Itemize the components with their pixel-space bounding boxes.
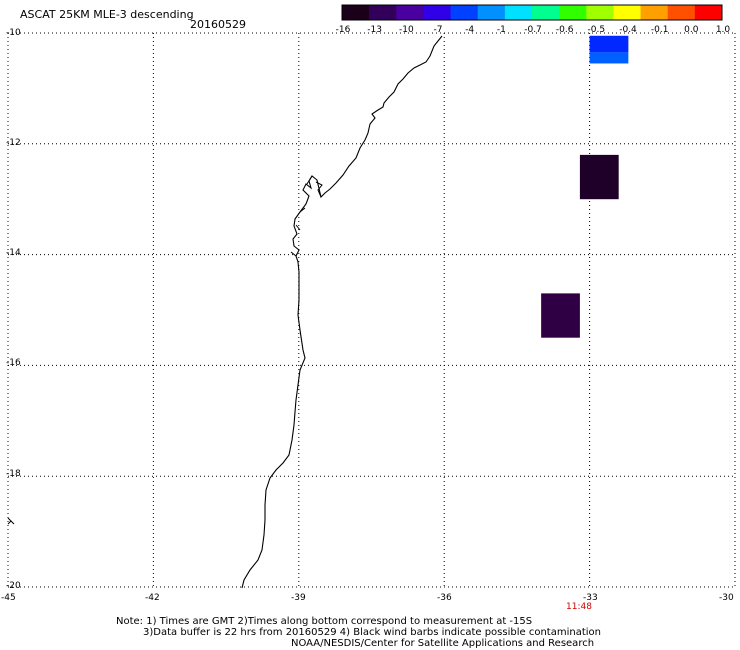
colorbar-segment — [613, 5, 642, 20]
colorbar — [341, 4, 723, 21]
lat-lon-grid — [7, 32, 736, 588]
colorbar-label: 1.0 — [715, 25, 731, 35]
time-label: 11:48 — [566, 602, 592, 612]
colorbar-segment — [532, 5, 560, 20]
colorbar-segment — [396, 5, 424, 20]
colorbar-label: -0.4 — [619, 25, 637, 35]
colorbar-label: -13 — [367, 25, 382, 35]
colorbar-label: -0.1 — [650, 25, 669, 35]
colorbar-segment — [640, 5, 669, 20]
data-cell — [541, 293, 580, 338]
data-cell — [579, 154, 619, 200]
lon-tick-label: -36 — [437, 593, 452, 603]
colorbar-label: -0.6 — [555, 25, 574, 35]
lat-tick-label: -10 — [6, 28, 21, 38]
colorbar-segment — [586, 5, 614, 20]
lat-tick-label: -12 — [6, 138, 21, 148]
colorbar-segment — [477, 5, 506, 20]
lat-tick-label: -16 — [6, 358, 21, 368]
data-cell — [589, 52, 629, 64]
footnote-line-1: Note: 1) Times are GMT 2)Times along bot… — [116, 616, 533, 627]
colorbar-segment — [694, 5, 723, 20]
chart-date: 20160529 — [190, 18, 246, 31]
coastline — [241, 35, 443, 589]
lat-tick-label: -20 — [6, 581, 21, 591]
footnote-line-3: NOAA/NESDIS/Center for Satellite Applica… — [291, 638, 595, 649]
colorbar-segment — [450, 5, 479, 20]
colorbar-segment — [423, 5, 452, 20]
colorbar-label: -7 — [433, 25, 443, 35]
colorbar-label: 0.0 — [684, 25, 699, 35]
footnote-line-2: 3)Data buffer is 22 hrs from 20160529 4)… — [143, 627, 601, 638]
colorbar-segment — [667, 5, 696, 20]
colorbar-label: -16 — [335, 25, 351, 35]
chart-title: ASCAT 25KM MLE-3 descending — [20, 8, 194, 21]
data-cell — [589, 35, 629, 53]
lon-tick-label: -45 — [1, 593, 16, 603]
colorbar-label: -0.7 — [524, 25, 542, 35]
lon-tick-label: -42 — [145, 593, 160, 603]
colorbar-border — [341, 4, 723, 21]
lat-tick-label: -14 — [6, 248, 21, 258]
colorbar-label: -0.5 — [587, 25, 606, 35]
colorbar-segment — [504, 5, 533, 20]
colorbar-segment — [342, 5, 370, 20]
coastline-inlet — [290, 175, 323, 257]
lon-tick-label: -30 — [719, 593, 734, 603]
colorbar-segment — [369, 5, 397, 20]
colorbar-label: -4 — [465, 25, 475, 35]
lat-tick-label: -18 — [6, 469, 21, 479]
colorbar-label: -10 — [398, 25, 414, 35]
lon-tick-label: -33 — [583, 593, 598, 603]
colorbar-segment — [559, 5, 587, 20]
colorbar-label: -1 — [496, 25, 506, 35]
island-mark — [7, 517, 15, 525]
lon-tick-label: -39 — [291, 593, 306, 603]
data-cells — [541, 35, 629, 338]
